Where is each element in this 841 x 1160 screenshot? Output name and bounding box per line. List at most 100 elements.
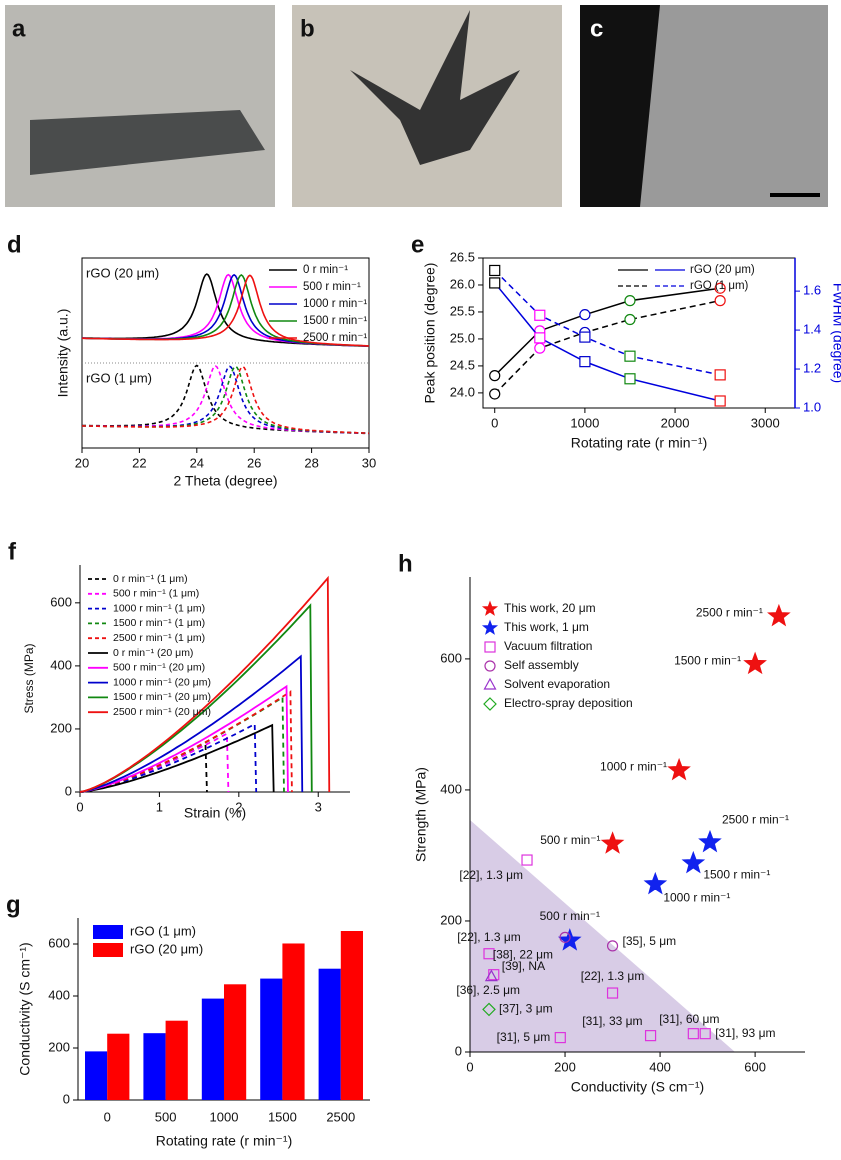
group-label: rGO (20 μm): [86, 265, 159, 280]
bar: [165, 1020, 188, 1100]
point-label: 1000 r min⁻¹: [600, 759, 667, 773]
point-label: [22], 1.3 μm: [459, 868, 523, 882]
stress-curve: [79, 654, 304, 793]
marker: [482, 1002, 496, 1017]
legend-label: 500 r min⁻¹ (1 μm): [113, 588, 199, 600]
point-label: [37], 3 μm: [499, 1002, 553, 1016]
y-axis-label: Peak position (degree): [422, 263, 438, 404]
legend-label: rGO (1 μm): [690, 280, 749, 292]
marker: [687, 1028, 699, 1040]
point-label: 2500 r min⁻¹: [696, 605, 763, 619]
y-tick-label: 200: [440, 912, 462, 927]
legend-label: 1500 r min⁻¹: [303, 315, 367, 327]
panel-label: d: [7, 231, 22, 258]
marker: [489, 264, 501, 277]
marker: [579, 331, 591, 343]
marker: [667, 757, 691, 781]
marker: [489, 277, 501, 289]
legend-label: Solvent evaporation: [504, 677, 610, 691]
marker: [606, 987, 619, 999]
bar: [85, 1051, 108, 1100]
x-tick-label: 22: [132, 455, 146, 470]
y-tick-label: 24.0: [450, 384, 475, 399]
marker: [579, 356, 591, 368]
marker: [624, 313, 636, 326]
marker: [489, 370, 501, 382]
point-label: [31], 33 μm: [582, 1014, 642, 1028]
y2-tick-label: 1.2: [803, 360, 821, 375]
bar: [143, 1033, 166, 1100]
marker: [643, 871, 668, 895]
y-tick-label: 600: [50, 594, 72, 609]
legend-label: 1500 r min⁻¹ (1 μm): [113, 617, 205, 629]
marker: [554, 1031, 566, 1044]
x-tick-label: 3: [315, 799, 322, 814]
marker: [624, 373, 636, 385]
sem: [640, 5, 828, 207]
point-label: [36], 2.5 μm: [456, 983, 520, 997]
crane: [350, 10, 520, 165]
x-tick-label: 500: [155, 1109, 177, 1124]
point-label: 2500 r min⁻¹: [722, 813, 789, 827]
legend-label: 1500 r min⁻¹ (20 μm): [113, 691, 211, 703]
film: [30, 110, 265, 175]
y2-tick-label: 1.6: [803, 283, 821, 298]
x-tick-label: 24: [190, 455, 204, 470]
legend-label: 1000 r min⁻¹ (1 μm): [113, 602, 205, 614]
point-label: 1500 r min⁻¹: [703, 867, 770, 881]
point-label: 1000 r min⁻¹: [663, 890, 730, 904]
line: [494, 299, 721, 395]
y-tick-label: 400: [48, 987, 70, 1002]
legend-label: 0 r min⁻¹ (1 μm): [113, 573, 188, 585]
legend-label: 2500 r min⁻¹ (20 μm): [113, 706, 211, 718]
legend-label: 500 r min⁻¹: [303, 281, 361, 293]
y-tick-label: 25.0: [450, 330, 475, 345]
x-tick-label: 0: [76, 799, 83, 814]
bar: [282, 943, 305, 1100]
x-tick-label: 30: [362, 455, 376, 470]
x-tick-label: 26: [247, 455, 261, 470]
legend-label: rGO (20 μm): [690, 264, 755, 276]
legend-label: Self assembly: [504, 658, 579, 672]
legend-label: Vacuum filtration: [504, 639, 592, 653]
y-tick-label: 200: [48, 1039, 70, 1054]
legend-label: 500 r min⁻¹ (20 μm): [113, 662, 205, 674]
x-tick-label: 2500: [326, 1109, 355, 1124]
stress-curve: [79, 723, 275, 793]
marker: [606, 940, 619, 952]
marker: [481, 619, 499, 635]
marker: [559, 931, 571, 943]
y-axis-label: Conductivity (S cm⁻¹): [17, 942, 33, 1075]
y-axis-label: Strength (MPa): [413, 767, 429, 862]
y-tick-label: 200: [50, 720, 72, 735]
x-axis-label: Strain (%): [184, 805, 246, 821]
y-tick-label: 600: [440, 650, 462, 665]
marker: [534, 332, 546, 344]
marker: [484, 969, 498, 982]
x-tick-label: 400: [649, 1059, 671, 1074]
photo-a: [5, 5, 275, 207]
x-tick-label: 200: [554, 1059, 576, 1074]
point-label: [31], 60 μm: [659, 1012, 719, 1026]
bar: [340, 931, 363, 1100]
x-tick-label: 2: [235, 799, 242, 814]
frame: [81, 257, 370, 449]
marker: [489, 388, 501, 400]
x-tick-label: 0: [466, 1059, 473, 1074]
x-axis-label: 2 Theta (degree): [173, 473, 277, 489]
marker: [624, 350, 636, 362]
point-label: [31], 93 μm: [715, 1026, 775, 1040]
shaded-region: [470, 820, 735, 1052]
point-label: [35], 5 μm: [623, 934, 677, 948]
x-tick-label: 20: [75, 455, 89, 470]
marker: [484, 641, 496, 653]
y-tick-label: 0: [65, 783, 72, 798]
line: [494, 287, 721, 377]
point-label: [31], 5 μm: [497, 1030, 551, 1044]
marker: [484, 660, 496, 672]
bar: [260, 978, 283, 1100]
point-label: 500 r min⁻¹: [540, 833, 600, 847]
x-tick-label: 0: [104, 1109, 111, 1124]
panel-label: e: [411, 231, 424, 258]
